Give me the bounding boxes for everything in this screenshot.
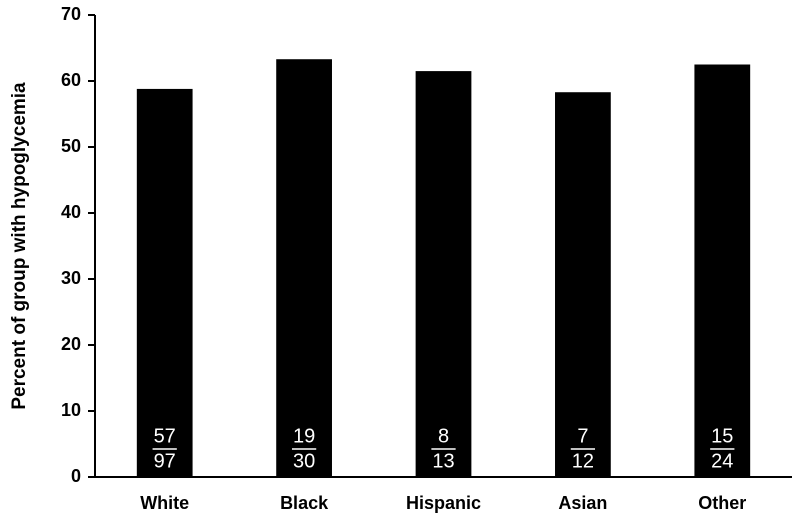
fraction-numerator: 8	[438, 425, 449, 447]
fraction-numerator: 7	[577, 425, 588, 447]
y-axis-label: Percent of group with hypoglycemia	[9, 82, 30, 410]
y-tick-label: 0	[71, 466, 81, 486]
x-tick-label: Black	[280, 493, 329, 513]
y-tick-label: 70	[61, 4, 81, 24]
x-tick-label: Asian	[558, 493, 607, 513]
fraction-denominator: 12	[572, 450, 594, 472]
y-tick-label: 50	[61, 136, 81, 156]
y-tick-label: 30	[61, 268, 81, 288]
y-tick-label: 10	[61, 400, 81, 420]
y-tick-label: 40	[61, 202, 81, 222]
y-tick-label: 60	[61, 70, 81, 90]
bar	[276, 59, 332, 477]
x-tick-label: Other	[698, 493, 746, 513]
fraction-numerator: 15	[711, 425, 733, 447]
fraction-numerator: 57	[154, 425, 176, 447]
fraction-numerator: 19	[293, 425, 315, 447]
x-tick-label: Hispanic	[406, 493, 481, 513]
fraction-denominator: 30	[293, 450, 315, 472]
fraction-denominator: 97	[154, 450, 176, 472]
fraction-denominator: 13	[432, 450, 454, 472]
x-tick-label: White	[140, 493, 189, 513]
bar	[555, 92, 611, 477]
bar	[694, 64, 751, 477]
fraction-denominator: 24	[711, 450, 733, 472]
y-tick-label: 20	[61, 334, 81, 354]
bar	[136, 88, 193, 478]
bar	[415, 71, 472, 477]
